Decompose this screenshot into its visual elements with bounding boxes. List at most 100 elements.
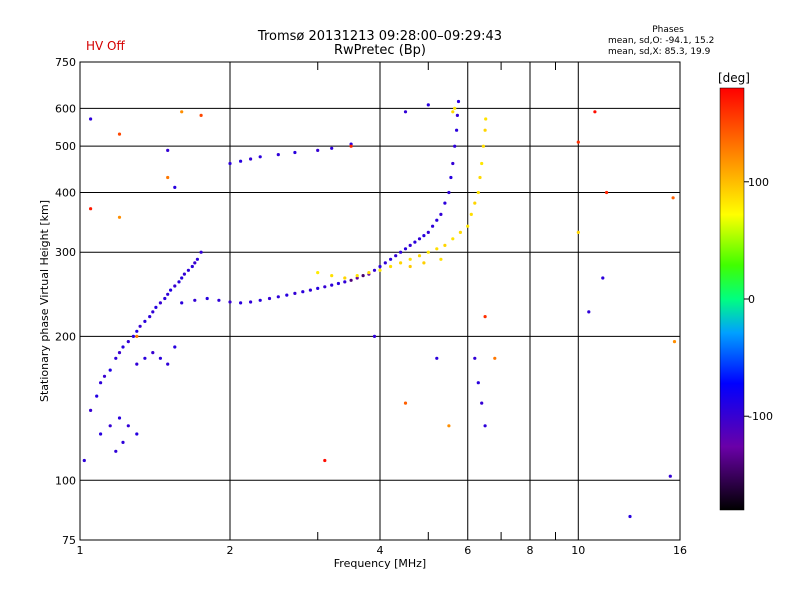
plot-grid	[80, 62, 680, 540]
data-point-o-mode	[95, 394, 99, 398]
data-point-o-mode	[601, 276, 605, 280]
data-point-o-mode	[199, 250, 203, 254]
data-point-x-mode	[478, 175, 482, 180]
colorbar-tick-label: 0	[748, 293, 755, 306]
data-point-o-mode	[239, 301, 243, 305]
data-point-o-mode	[180, 276, 184, 280]
scatter-points	[82, 99, 677, 519]
data-point-x-mode	[166, 175, 170, 180]
data-point-o-mode	[383, 261, 387, 265]
data-point-x-mode	[481, 144, 485, 148]
data-point-x-mode	[180, 110, 184, 114]
data-point-x-mode	[483, 128, 487, 132]
data-point-x-mode	[473, 201, 477, 205]
data-point-o-mode	[403, 110, 408, 114]
colorbar	[719, 87, 745, 511]
data-point-o-mode	[447, 190, 451, 195]
data-point-o-mode	[336, 281, 340, 286]
data-point-o-mode	[355, 276, 359, 280]
data-point-o-mode	[99, 381, 103, 385]
data-point-o-mode	[177, 280, 181, 284]
data-point-o-mode	[293, 150, 297, 155]
x-tick-label: 6	[464, 544, 471, 557]
data-point-o-mode	[154, 305, 158, 309]
data-point-o-mode	[323, 285, 327, 289]
colorbar-tick-label: 100	[748, 176, 769, 189]
data-point-o-mode	[422, 234, 426, 238]
data-point-o-mode	[151, 351, 155, 355]
y-axis: 75 100 200 300 400 500 600 750	[55, 56, 76, 547]
data-point-x-mode	[466, 224, 470, 228]
data-point-o-mode	[473, 356, 477, 360]
data-point-o-mode	[121, 345, 125, 349]
data-point-o-mode	[82, 458, 86, 463]
data-point-x-mode	[453, 106, 457, 110]
data-point-o-mode	[435, 356, 439, 360]
data-point-o-mode	[186, 268, 190, 272]
data-point-o-mode	[476, 381, 480, 385]
data-point-x-mode	[451, 237, 455, 241]
data-point-x-mode	[480, 161, 484, 166]
stats-line-x: mean, sd,X: 85.3, 19.9	[608, 47, 711, 57]
y-tick-label: 75	[62, 534, 76, 547]
data-point-o-mode	[135, 362, 139, 366]
data-point-o-mode	[456, 99, 461, 104]
data-point-o-mode	[193, 298, 197, 302]
data-point-o-mode	[89, 117, 93, 121]
x-tick-label: 1	[77, 544, 84, 557]
data-point-o-mode	[451, 161, 455, 166]
data-point-x-mode	[323, 458, 327, 463]
data-point-x-mode	[484, 117, 488, 121]
data-point-o-mode	[399, 250, 403, 254]
data-point-o-mode	[193, 261, 197, 265]
data-point-o-mode	[180, 301, 184, 305]
data-point-o-mode	[163, 296, 167, 301]
data-point-o-mode	[330, 146, 334, 150]
data-point-o-mode	[483, 424, 487, 428]
x-tick-label: 8	[527, 544, 534, 557]
data-point-o-mode	[372, 334, 377, 338]
chart-subtitle: RwPretec (Bp)	[334, 43, 426, 58]
data-point-o-mode	[158, 301, 162, 305]
data-point-o-mode	[349, 278, 353, 282]
data-point-o-mode	[301, 290, 305, 294]
x-axis-label: Frequency [MHz]	[334, 557, 426, 570]
data-point-o-mode	[190, 264, 194, 269]
y-tick-label: 200	[55, 330, 76, 343]
y-tick-label: 400	[55, 186, 76, 199]
data-point-x-mode	[605, 190, 609, 195]
data-point-o-mode	[480, 401, 484, 405]
data-point-o-mode	[99, 432, 103, 436]
x-tick-label: 16	[673, 544, 687, 557]
data-point-o-mode	[426, 103, 430, 107]
data-point-o-mode	[449, 175, 453, 180]
data-point-o-mode	[89, 408, 93, 412]
data-point-o-mode	[151, 310, 155, 314]
data-point-o-mode	[285, 293, 289, 297]
data-point-o-mode	[135, 432, 139, 436]
data-point-x-mode	[199, 113, 203, 117]
data-point-o-mode	[195, 257, 199, 261]
x-tick-label: 4	[377, 544, 384, 557]
data-point-o-mode	[293, 291, 297, 295]
data-point-o-mode	[102, 374, 107, 378]
data-point-o-mode	[173, 284, 177, 288]
data-point-x-mode	[493, 356, 497, 360]
data-point-o-mode	[443, 201, 447, 205]
data-point-x-mode	[476, 190, 480, 195]
data-point-o-mode	[148, 315, 152, 319]
data-point-o-mode	[372, 268, 377, 272]
data-point-x-mode	[117, 132, 122, 136]
data-point-o-mode	[138, 324, 142, 328]
data-point-o-mode	[166, 362, 170, 366]
data-point-x-mode	[367, 271, 371, 275]
data-point-x-mode	[593, 110, 597, 114]
data-point-o-mode	[169, 288, 173, 292]
data-point-o-mode	[249, 157, 253, 161]
y-tick-label: 100	[55, 474, 76, 487]
data-point-x-mode	[439, 257, 443, 261]
data-point-x-mode	[483, 315, 487, 319]
data-point-o-mode	[117, 416, 122, 420]
data-point-o-mode	[239, 159, 243, 163]
x-tick-label: 10	[571, 544, 585, 557]
